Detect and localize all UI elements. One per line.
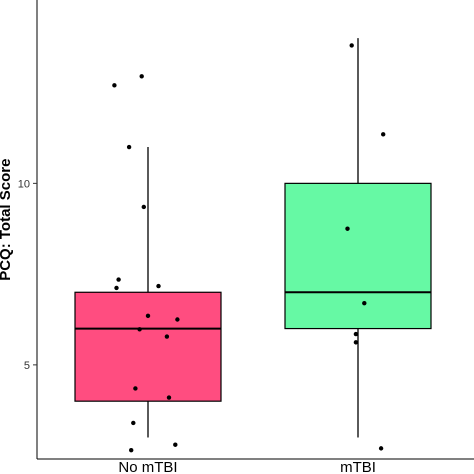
data-point bbox=[133, 386, 138, 391]
data-point bbox=[145, 313, 151, 319]
data-point bbox=[126, 144, 132, 150]
data-point bbox=[114, 285, 119, 291]
data-point bbox=[156, 283, 161, 289]
plot-panel bbox=[36, 0, 474, 460]
x-tick-label: No mTBI bbox=[118, 459, 177, 474]
data-point bbox=[175, 317, 180, 322]
y-axis-ticks: 5 10 bbox=[18, 178, 37, 372]
x-axis-tick-labels: No mTBI mTBI bbox=[118, 459, 376, 474]
data-point bbox=[166, 395, 172, 400]
data-point bbox=[381, 132, 386, 137]
y-tick-label: 10 bbox=[18, 178, 30, 190]
data-point bbox=[353, 340, 359, 345]
box-rect bbox=[74, 291, 222, 402]
data-point bbox=[137, 327, 142, 332]
data-point bbox=[362, 300, 367, 306]
box-group bbox=[74, 147, 222, 438]
box-plot-series bbox=[74, 38, 432, 438]
box-rect bbox=[284, 182, 432, 330]
data-point bbox=[112, 83, 117, 88]
data-point bbox=[139, 74, 144, 79]
jitter-points bbox=[112, 43, 386, 453]
y-tick-label: 5 bbox=[24, 360, 30, 372]
data-point bbox=[129, 447, 134, 453]
data-point bbox=[345, 226, 350, 231]
data-point bbox=[349, 43, 354, 48]
y-axis-title: PCQ: Total Score bbox=[0, 159, 14, 281]
data-point bbox=[164, 334, 170, 339]
data-point bbox=[173, 442, 178, 447]
data-point bbox=[116, 277, 121, 282]
data-point bbox=[378, 446, 384, 451]
data-point bbox=[141, 204, 146, 210]
data-point bbox=[131, 420, 136, 426]
box-group bbox=[284, 38, 432, 438]
data-point bbox=[353, 331, 359, 337]
x-tick-label: mTBI bbox=[340, 459, 376, 474]
